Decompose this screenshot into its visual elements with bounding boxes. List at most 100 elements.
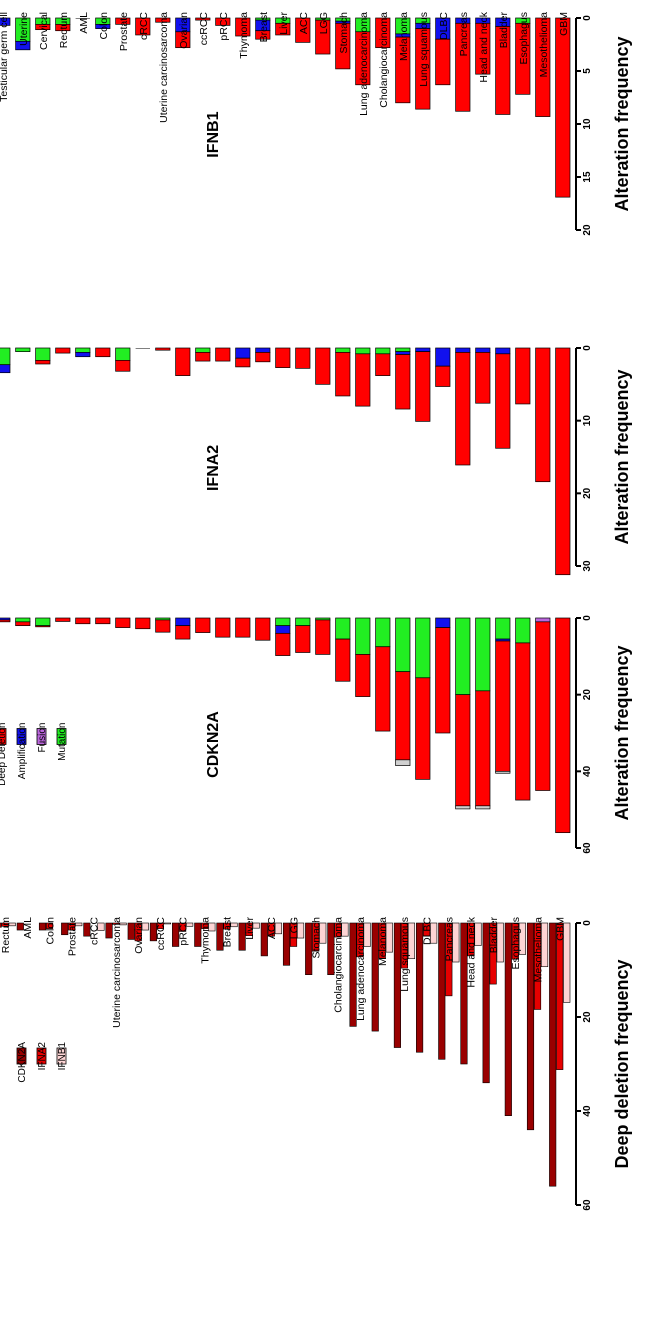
- category-label-uterine-carcinosarcoma: Uterine carcinosarcoma: [111, 917, 123, 1028]
- bar-mesothelioma-ifnb1: [540, 922, 549, 968]
- bar-prostate-deep-deletion: [115, 360, 131, 372]
- bar-esophagus-ifnb1: [518, 922, 526, 955]
- bar-breast-deep-deletion: [255, 352, 271, 363]
- bar-head-and-neck-amplification: [475, 347, 491, 353]
- bar-stomach-mutation: [335, 347, 351, 353]
- bar-cervical-mutation: [35, 347, 51, 361]
- bar-ccrcc-ifna2: [156, 922, 165, 929]
- bar-lung-adenocarcinoma-deep-deletion: [355, 353, 371, 407]
- bar-head-and-neck-ifnb1: [474, 922, 482, 946]
- legend-swatch-ifna2: [36, 1047, 47, 1065]
- category-label-ovarian: Ovarian: [178, 12, 190, 49]
- y-axis-title: Alteration frequency: [612, 645, 632, 820]
- bar-dlbc-ifna2: [423, 922, 431, 937]
- bar-testicular-germ-cell-deep-deletion: [0, 619, 11, 623]
- panel-title: IFNA2: [205, 445, 222, 491]
- bar-cholangiocarcinoma-mutation: [375, 617, 391, 648]
- bar-stomach-cdkn2a: [305, 922, 313, 976]
- bar-ccrcc-mutation: [195, 347, 211, 353]
- bar-melanoma-mutation: [395, 347, 411, 352]
- bar-cervical-deep-deletion: [35, 625, 51, 628]
- bar-rectum-deep-deletion: [55, 347, 71, 354]
- bar-breast-amplification: [255, 347, 271, 353]
- bar-cholangiocarcinoma-ifnb1: [341, 922, 349, 937]
- category-label-aml: AML: [22, 917, 34, 939]
- legend-swatch-mutation: [56, 728, 67, 745]
- category-label-pancreas: Pancreas: [458, 12, 470, 56]
- bar-bladder-multiple-alteration: [495, 770, 511, 774]
- bar-lung-squamous-amplification: [415, 347, 431, 352]
- bar-lung-adenocarcinoma-ifnb1: [363, 922, 371, 947]
- bar-melanoma-ifnb1: [385, 922, 393, 953]
- category-label-breast: Breast: [222, 917, 234, 947]
- bar-lung-squamous-mutation: [415, 617, 431, 679]
- legend-swatch-cdkn2a: [16, 1047, 27, 1065]
- category-label-uterine: Uterine: [18, 12, 30, 46]
- bar-ovarian-deep-deletion: [175, 347, 191, 376]
- bar-lgg-deep-deletion: [315, 19, 331, 55]
- category-label-prcc: pRCC: [177, 917, 189, 946]
- bar-liver-ifnb1: [252, 922, 260, 929]
- bar-dlbc-amplification: [435, 617, 451, 628]
- bar-acc-cdkn2a: [260, 922, 268, 957]
- bar-colon-amplification: [95, 24, 111, 29]
- category-label-prcc: pRCC: [218, 12, 230, 41]
- bar-testicular-germ-cell-amplification: [0, 364, 11, 374]
- category-label-ccrcc: ccRCC: [198, 12, 210, 46]
- bar-stomach-ifna2: [312, 922, 320, 952]
- bar-ovarian-deep-deletion: [175, 31, 191, 49]
- value-tick-label-60: 60: [582, 842, 593, 854]
- bar-bladder-ifna2: [489, 922, 497, 985]
- bar-esophagus-cdkn2a: [504, 922, 512, 1116]
- bar-bladder-deep-deletion: [495, 26, 511, 115]
- category-label-rectum: Rectum: [0, 917, 12, 953]
- bar-rectum-ifna2: [1, 922, 9, 927]
- bar-gbm-ifna2: [556, 922, 564, 1070]
- bar-pancreas-deep-deletion: [455, 694, 471, 807]
- bar-colon-deep-deletion: [95, 617, 111, 625]
- bar-melanoma-cdkn2a: [371, 922, 379, 1032]
- bar-lgg-ifna2: [289, 922, 298, 947]
- bar-testicular-germ-cell-amplification: [0, 17, 11, 26]
- bar-lung-squamous-deep-deletion: [415, 677, 431, 780]
- value-tick-label-30: 30: [582, 560, 593, 572]
- legend-label-mutation: Mutation: [57, 723, 68, 761]
- bar-prostate-deep-deletion: [115, 617, 131, 628]
- bar-prcc-ifna2: [179, 922, 187, 932]
- bar-liver-amplification: [275, 625, 291, 634]
- bar-breast-ifnb1: [230, 922, 238, 928]
- bar-uterine-carcinosarcoma-deep-deletion: [155, 347, 171, 351]
- bar-mesothelioma-ifna2: [533, 922, 542, 1010]
- value-tick-label-0: 0: [582, 15, 593, 21]
- bar-lgg-ifnb1: [296, 922, 305, 939]
- bar-prostate-cdkn2a: [61, 922, 69, 936]
- category-label-colon: Colon: [44, 917, 56, 945]
- bar-uterine-mutation: [15, 347, 31, 352]
- bar-acc-mutation: [295, 617, 311, 627]
- bar-cholangiocarcinoma-deep-deletion: [375, 353, 391, 376]
- bar-bladder-cdkn2a: [482, 922, 490, 1084]
- category-label-lung-squamous: Lung squamous: [418, 12, 430, 87]
- legend-swatch-ifnb1: [56, 1047, 67, 1065]
- bar-acc-ifna2: [267, 922, 275, 937]
- bar-uterine-carcinosarcoma-cdkn2a: [105, 922, 113, 939]
- bar-dlbc-cdkn2a: [416, 922, 424, 1053]
- bar-lung-adenocarcinoma-deep-deletion: [355, 654, 371, 697]
- bar-dlbc-deep-deletion: [435, 365, 451, 387]
- bar-breast-cdkn2a: [216, 922, 224, 951]
- category-label-aml: AML: [78, 12, 90, 34]
- panel-title: CDKN2A: [205, 711, 222, 778]
- bar-lung-squamous-deep-deletion: [415, 351, 431, 422]
- bar-liver-ifna2: [245, 922, 253, 936]
- bar-dlbc-ifnb1: [430, 922, 438, 944]
- bar-melanoma-mutation: [395, 617, 411, 673]
- bar-cervical-mutation: [35, 617, 51, 627]
- bar-ccrcc-deep-deletion: [195, 617, 211, 633]
- bar-acc-deep-deletion: [295, 17, 311, 43]
- bar-bladder-amplification: [495, 347, 511, 355]
- legend-swatch-deep-deletion: [0, 728, 7, 745]
- category-label-thymoma: Thymoma: [238, 12, 250, 59]
- bar-pancreas-amplification: [455, 347, 471, 353]
- bar-stomach-deep-deletion: [335, 22, 351, 70]
- bar-prcc-ifnb1: [186, 922, 194, 927]
